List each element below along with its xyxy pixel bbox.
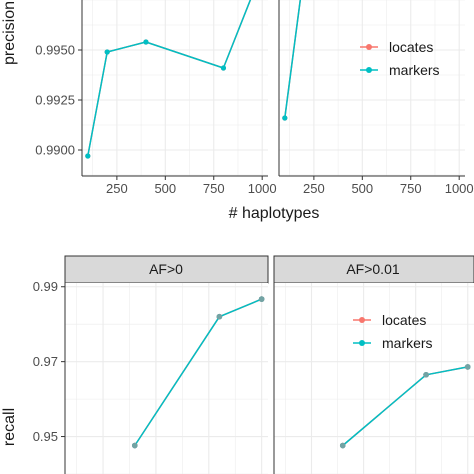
series-recall-left [131, 296, 265, 449]
legend-label-markers: markers [389, 62, 440, 78]
x-ticks-precision-right: 250 500 750 1000 [303, 176, 474, 196]
x-tick-label: 1000 [248, 181, 277, 196]
recall-plot: AF>0 AF>0.01 0.95 0.97 0.99 recall locates… [1, 255, 474, 474]
recall-point-overlap [423, 371, 429, 378]
legend-point-locates [366, 44, 372, 50]
x-tick-label: 1000 [445, 181, 474, 196]
series-recall-right [339, 364, 471, 449]
strip-label-recall-right: AF>0.01 [346, 261, 400, 277]
x-axis-title-precision: # haplotypes [229, 205, 320, 222]
legend-recall-point-markers [359, 340, 365, 346]
legend-point-markers [366, 67, 372, 73]
grid-precision-right [279, 0, 465, 176]
strip-recall-left [64, 255, 269, 284]
legend-label-locates: locates [389, 39, 433, 55]
precision-point-markers [85, 153, 91, 159]
legend-recall-point-locates [359, 317, 365, 323]
y-axis-title-precision: precision [1, 1, 18, 65]
y-axis-title-recall: recall [1, 408, 18, 446]
grid-precision-left [82, 0, 268, 176]
recall-point-overlap [216, 313, 223, 320]
recall-point-overlap [258, 296, 265, 302]
panel-recall-right [274, 283, 474, 474]
y-tick-label: 0.9900 [35, 143, 75, 158]
precision-point-markers [282, 115, 288, 121]
recall-point-overlap [339, 442, 346, 449]
precision-point-markers [143, 39, 149, 45]
legend-recall: locates markers [353, 312, 433, 351]
y-ticks-precision: 0.9900 0.9925 0.9950 [35, 43, 82, 158]
series-precision-left [85, 0, 252, 159]
x-tick-label: 250 [106, 181, 128, 196]
precision-point-markers [104, 49, 110, 55]
series-precision-right [282, 0, 302, 121]
strip-label-recall-left: AF>0 [149, 261, 183, 277]
y-tick-label: 0.99 [33, 279, 58, 294]
x-tick-label: 500 [154, 181, 176, 196]
y-tick-label: 0.9925 [35, 93, 75, 108]
x-ticks-precision-left: 250 500 750 1000 [106, 176, 277, 196]
legend-recall-label-locates: locates [382, 312, 426, 328]
precision-line-markers-1 [284, 0, 302, 119]
y-tick-label: 0.97 [33, 354, 58, 369]
recall-point-overlap [464, 364, 471, 370]
panel-precision-right [279, 0, 465, 176]
panel-precision-left [82, 0, 268, 176]
precision-plot: 0.9900 0.9925 0.9950 250 500 750 1000 250 500 7… [1, 0, 474, 222]
x-tick-label: 500 [351, 181, 373, 196]
x-tick-label: 750 [400, 181, 422, 196]
precision-point-markers [220, 65, 227, 71]
x-tick-label: 750 [203, 181, 225, 196]
y-ticks-recall: 0.95 0.97 0.99 [33, 279, 65, 444]
x-tick-label: 250 [303, 181, 325, 196]
legend-recall-label-markers: markers [382, 335, 433, 351]
y-tick-label: 0.95 [33, 429, 58, 444]
recall-point-overlap [131, 442, 138, 449]
y-tick-label: 0.9950 [35, 43, 75, 58]
grid-recall-left [65, 283, 268, 474]
panel-recall-left [65, 283, 268, 474]
grid-recall-right [274, 283, 474, 474]
legend: locates markers [360, 39, 440, 78]
